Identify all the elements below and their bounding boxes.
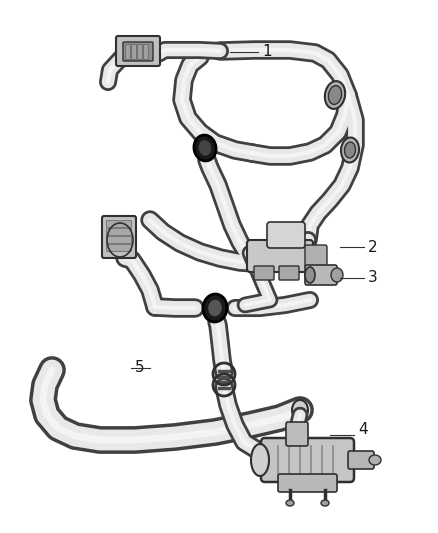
FancyBboxPatch shape xyxy=(305,245,327,267)
Ellipse shape xyxy=(198,140,212,157)
FancyBboxPatch shape xyxy=(138,44,142,60)
Ellipse shape xyxy=(286,500,294,506)
FancyBboxPatch shape xyxy=(261,438,354,482)
FancyBboxPatch shape xyxy=(106,221,131,228)
FancyBboxPatch shape xyxy=(267,222,305,248)
FancyBboxPatch shape xyxy=(348,451,374,469)
FancyBboxPatch shape xyxy=(278,474,337,492)
FancyBboxPatch shape xyxy=(131,44,137,60)
FancyBboxPatch shape xyxy=(106,237,131,244)
FancyBboxPatch shape xyxy=(126,44,131,60)
FancyBboxPatch shape xyxy=(102,216,136,258)
FancyBboxPatch shape xyxy=(247,240,313,272)
Text: 5: 5 xyxy=(135,360,145,376)
Ellipse shape xyxy=(251,444,269,476)
FancyBboxPatch shape xyxy=(305,265,337,285)
Text: 2: 2 xyxy=(368,239,378,254)
Ellipse shape xyxy=(331,268,343,282)
Ellipse shape xyxy=(305,267,315,283)
Ellipse shape xyxy=(321,500,329,506)
FancyBboxPatch shape xyxy=(106,245,131,252)
Ellipse shape xyxy=(194,135,216,161)
Text: 3: 3 xyxy=(368,271,378,286)
Ellipse shape xyxy=(325,81,345,109)
Text: 4: 4 xyxy=(358,423,367,438)
FancyBboxPatch shape xyxy=(279,266,299,280)
Ellipse shape xyxy=(328,86,342,104)
Ellipse shape xyxy=(203,294,227,322)
FancyBboxPatch shape xyxy=(254,266,274,280)
FancyBboxPatch shape xyxy=(116,36,160,66)
FancyBboxPatch shape xyxy=(106,229,131,236)
Ellipse shape xyxy=(344,142,356,158)
Ellipse shape xyxy=(292,400,308,420)
Ellipse shape xyxy=(341,138,359,163)
FancyBboxPatch shape xyxy=(123,42,153,61)
Ellipse shape xyxy=(369,455,381,465)
FancyBboxPatch shape xyxy=(144,44,148,60)
Ellipse shape xyxy=(208,299,223,317)
FancyBboxPatch shape xyxy=(286,422,308,446)
Text: 1: 1 xyxy=(262,44,272,60)
